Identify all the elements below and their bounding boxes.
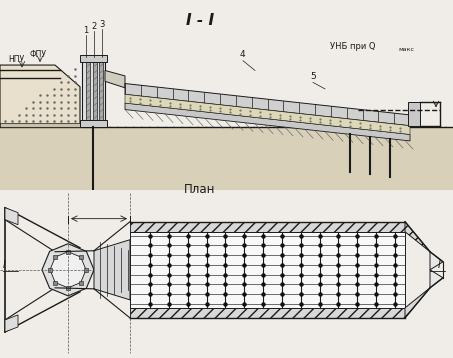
Text: ФПУ: ФПУ — [30, 50, 47, 59]
Polygon shape — [84, 268, 88, 272]
Text: 3: 3 — [99, 20, 104, 29]
Text: УНБ при Q: УНБ при Q — [330, 42, 376, 51]
Polygon shape — [79, 281, 83, 285]
Polygon shape — [53, 255, 57, 259]
Polygon shape — [5, 208, 18, 225]
Text: I: I — [438, 260, 441, 270]
Polygon shape — [80, 55, 107, 62]
Polygon shape — [105, 71, 125, 88]
Polygon shape — [430, 252, 443, 270]
Polygon shape — [50, 252, 86, 288]
Polygon shape — [125, 95, 410, 134]
Polygon shape — [5, 315, 18, 332]
Polygon shape — [48, 268, 52, 272]
Polygon shape — [430, 270, 443, 288]
Text: НПУ: НПУ — [8, 55, 24, 64]
Polygon shape — [0, 127, 453, 190]
Polygon shape — [79, 255, 83, 259]
Polygon shape — [405, 288, 430, 318]
Polygon shape — [86, 62, 90, 122]
Polygon shape — [0, 65, 80, 125]
Polygon shape — [0, 122, 82, 127]
Polygon shape — [130, 222, 405, 232]
Polygon shape — [408, 102, 420, 126]
Polygon shape — [42, 244, 94, 296]
Polygon shape — [405, 222, 430, 252]
Polygon shape — [125, 103, 410, 141]
Text: макс: макс — [398, 47, 414, 52]
Polygon shape — [82, 60, 105, 127]
Polygon shape — [66, 286, 70, 290]
Polygon shape — [130, 308, 405, 318]
Polygon shape — [93, 62, 97, 122]
Polygon shape — [66, 250, 70, 254]
Polygon shape — [99, 62, 103, 122]
Text: 4: 4 — [240, 50, 246, 59]
Polygon shape — [125, 83, 410, 126]
Text: План: План — [184, 183, 216, 195]
Polygon shape — [80, 120, 107, 127]
Polygon shape — [53, 281, 57, 285]
Text: I: I — [3, 260, 6, 270]
Text: 1: 1 — [83, 25, 88, 34]
Polygon shape — [94, 240, 130, 300]
Text: 2: 2 — [91, 22, 96, 31]
Text: 5: 5 — [310, 72, 316, 81]
Polygon shape — [130, 232, 405, 308]
Text: I - I: I - I — [186, 13, 214, 28]
